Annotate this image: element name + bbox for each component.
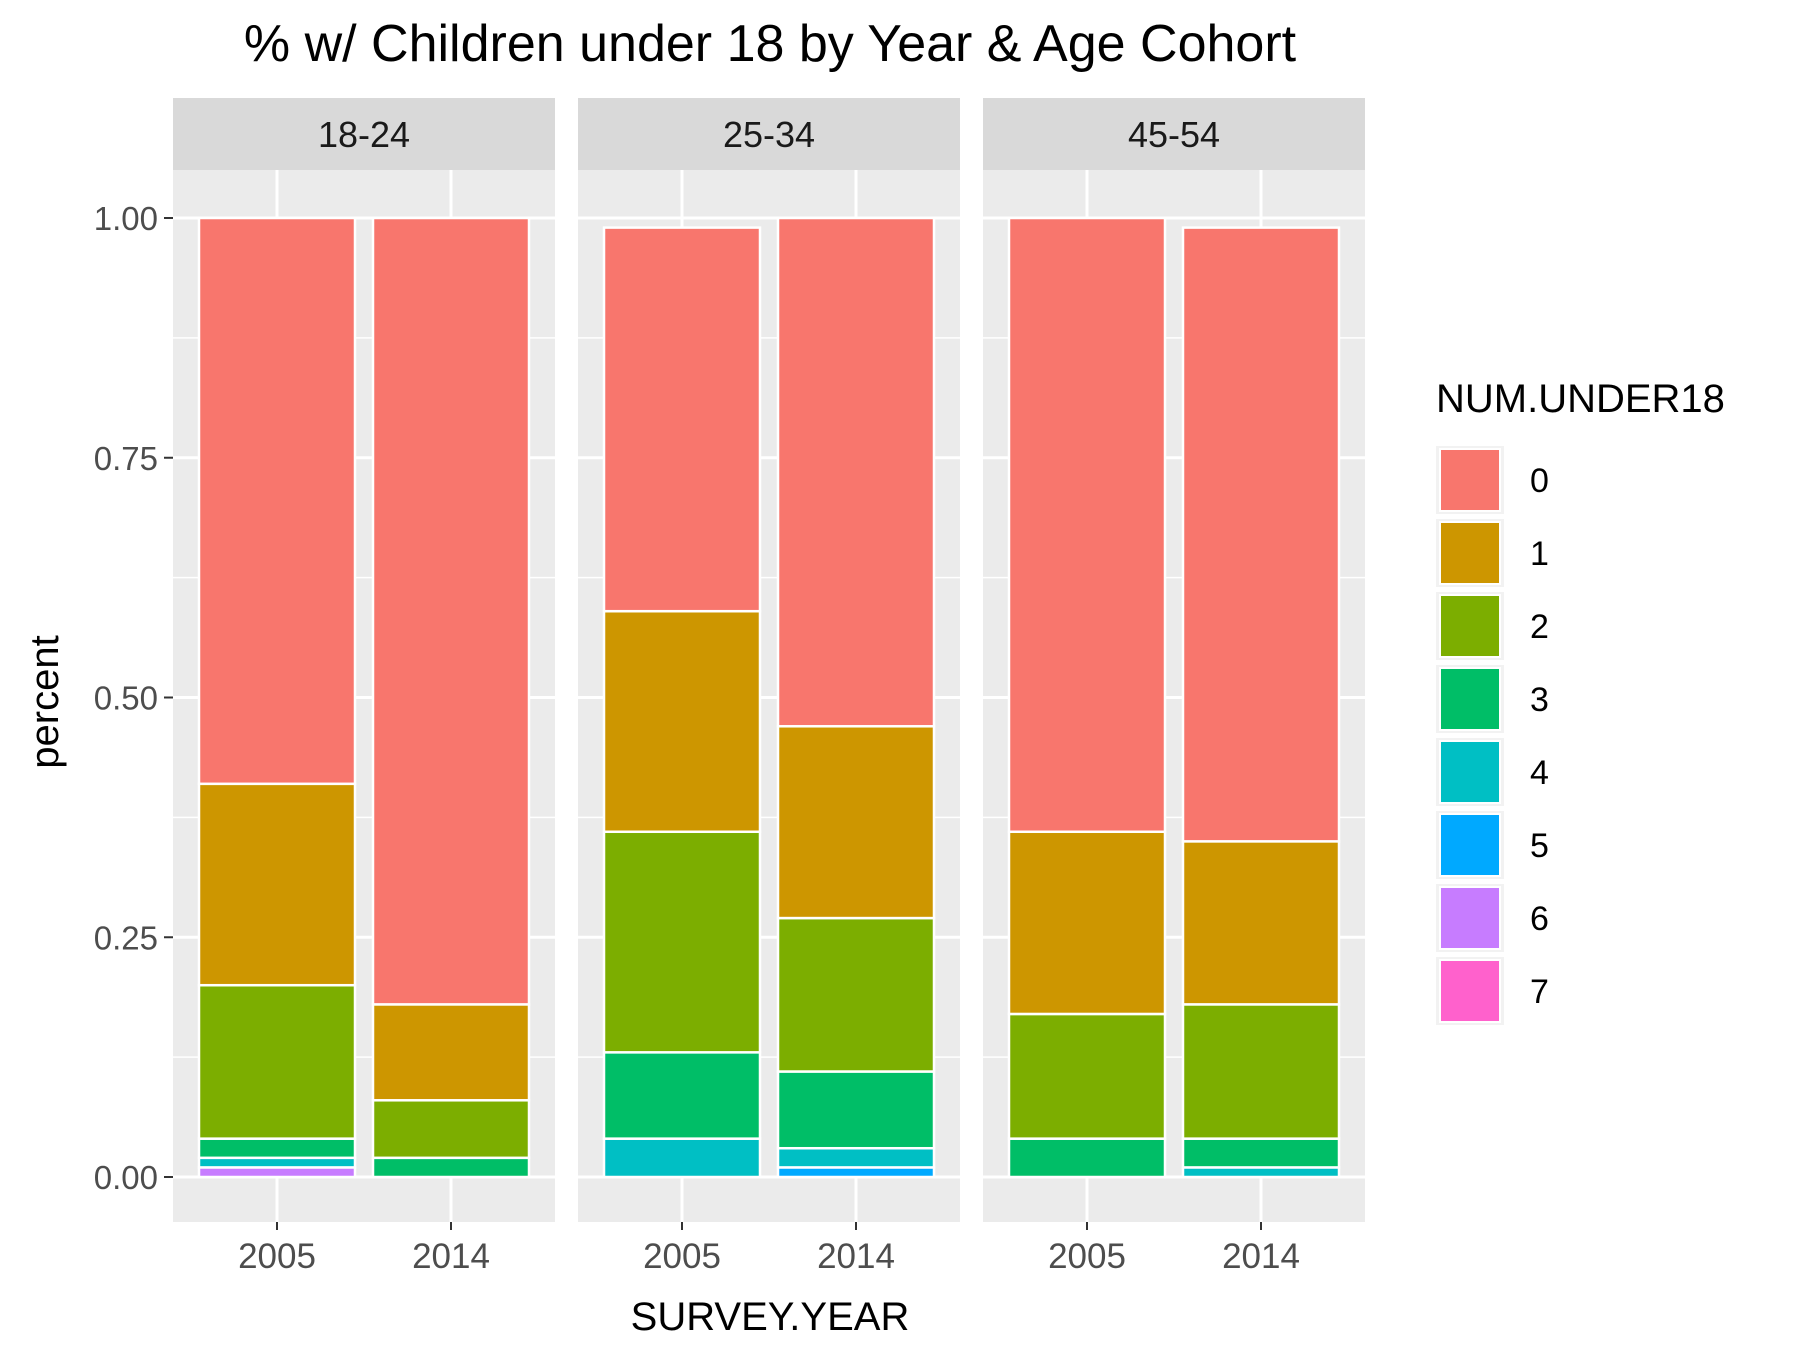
facet-panels: 18-24 2005 2014 25-34 2005 2014 45-54 2005 2014 xyxy=(173,98,1365,1276)
bar-45-54-2005 xyxy=(1007,216,1167,1179)
legend-swatch xyxy=(1439,886,1501,950)
y-axis-label: percent xyxy=(23,635,67,768)
legend-label: 3 xyxy=(1530,681,1549,719)
legend-item-0: 0 xyxy=(1436,446,1549,514)
y-tick-label: 0.00 xyxy=(94,1159,158,1196)
legend-label: 1 xyxy=(1530,535,1549,573)
bar-segment-1 xyxy=(197,782,357,987)
bar-25-34-2005 xyxy=(602,226,762,1179)
x-tick-label: 2014 xyxy=(1222,1237,1300,1276)
bar-segment-5 xyxy=(776,1166,936,1179)
facet-strip-label: 25-34 xyxy=(723,114,815,155)
bar-segment-1 xyxy=(1007,830,1167,1016)
bar-segment-3 xyxy=(371,1156,531,1179)
legend-item-3: 3 xyxy=(1436,665,1549,733)
bar-segment-4 xyxy=(1181,1166,1341,1179)
legend-swatch xyxy=(1439,521,1501,585)
legend-swatch xyxy=(1439,740,1501,804)
y-tick-label: 0.50 xyxy=(94,680,158,717)
chart-title: % w/ Children under 18 by Year & Age Coh… xyxy=(244,15,1297,73)
facet-strip xyxy=(173,98,555,170)
bar-segment-1 xyxy=(371,1003,531,1102)
x-tick-label: 2005 xyxy=(238,1237,316,1276)
bar-segment-2 xyxy=(1007,1012,1167,1140)
legend-label: 6 xyxy=(1530,900,1549,938)
facet-panel-25-34: 25-34 2005 2014 xyxy=(578,98,960,1276)
bar-segment-3 xyxy=(1007,1137,1167,1179)
x-tick-label: 2014 xyxy=(817,1237,895,1276)
facet-strip-label: 45-54 xyxy=(1128,114,1220,155)
legend-label: 0 xyxy=(1530,462,1549,500)
legend-item-7: 7 xyxy=(1436,957,1549,1025)
facet-strip xyxy=(983,98,1365,170)
bar-segment-1 xyxy=(602,609,762,834)
bar-segment-0 xyxy=(1181,226,1341,843)
y-tick-label: 1.00 xyxy=(94,200,158,237)
bar-segment-2 xyxy=(602,830,762,1054)
facet-panel-18-24: 18-24 2005 2014 xyxy=(173,98,555,1276)
bar-segment-1 xyxy=(1181,840,1341,1006)
x-tick-label: 2005 xyxy=(1048,1237,1126,1276)
legend-item-1: 1 xyxy=(1436,519,1549,587)
bar-segment-1 xyxy=(776,725,936,920)
legend-label: 5 xyxy=(1530,827,1549,865)
y-tick-label: 0.75 xyxy=(94,440,158,477)
bar-segment-0 xyxy=(1007,216,1167,834)
legend-label: 7 xyxy=(1530,973,1549,1011)
facet-panel-45-54: 45-54 2005 2014 xyxy=(983,98,1365,1276)
legend-swatch xyxy=(1439,594,1501,658)
y-axis: 0.00 0.25 0.50 0.75 1.00 xyxy=(94,200,173,1196)
bar-segment-0 xyxy=(776,216,936,728)
bar-segment-3 xyxy=(776,1070,936,1150)
bar-segment-2 xyxy=(371,1099,531,1160)
x-tick-label: 2014 xyxy=(412,1237,490,1276)
legend-swatch xyxy=(1439,667,1501,731)
bar-segment-3 xyxy=(602,1051,762,1140)
bar-segment-3 xyxy=(197,1137,357,1160)
bar-18-24-2014 xyxy=(371,216,531,1179)
bar-segment-0 xyxy=(602,226,762,613)
legend: NUM.UNDER18 0 1 2 3 4 5 6 7 xyxy=(1436,377,1725,1025)
facet-strip-label: 18-24 xyxy=(318,114,410,155)
facet-strip xyxy=(578,98,960,170)
bar-segment-4 xyxy=(602,1137,762,1179)
legend-swatch xyxy=(1439,813,1501,877)
bar-18-24-2005 xyxy=(197,216,357,1179)
bar-segment-4 xyxy=(776,1146,936,1169)
legend-title: NUM.UNDER18 xyxy=(1436,377,1725,421)
legend-swatch xyxy=(1439,448,1501,512)
legend-item-4: 4 xyxy=(1436,738,1549,806)
x-tick-label: 2005 xyxy=(643,1237,721,1276)
bar-segment-0 xyxy=(197,216,357,786)
bar-45-54-2014 xyxy=(1181,226,1341,1179)
bar-segment-6 xyxy=(197,1166,357,1179)
y-tick-label: 0.25 xyxy=(94,919,158,956)
bar-segment-4 xyxy=(197,1156,357,1169)
bar-segment-2 xyxy=(776,916,936,1073)
bar-segment-2 xyxy=(197,983,357,1140)
bar-segment-0 xyxy=(371,216,531,1006)
legend-swatch xyxy=(1439,959,1501,1023)
bar-25-34-2014 xyxy=(776,216,936,1179)
legend-item-5: 5 xyxy=(1436,811,1549,879)
x-axis-label: SURVEY.YEAR xyxy=(631,1295,910,1339)
legend-label: 2 xyxy=(1530,608,1549,646)
bar-segment-3 xyxy=(1181,1137,1341,1169)
bar-segment-2 xyxy=(1181,1003,1341,1140)
legend-item-2: 2 xyxy=(1436,592,1549,660)
legend-item-6: 6 xyxy=(1436,884,1549,952)
legend-label: 4 xyxy=(1530,754,1549,792)
